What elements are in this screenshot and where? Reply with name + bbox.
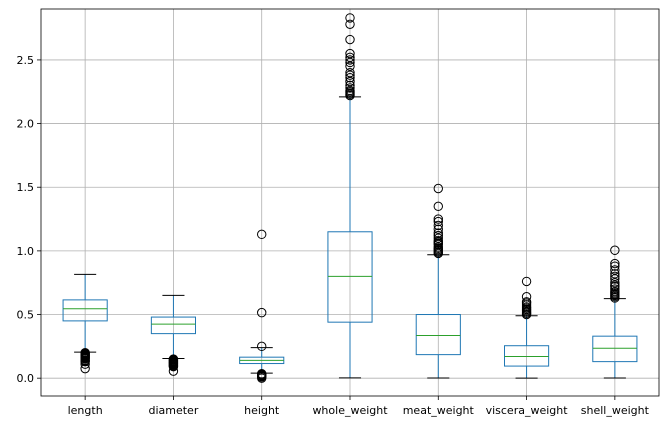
outlier-point	[610, 286, 620, 297]
x-tick-label: length	[68, 404, 103, 417]
outlier-point	[345, 70, 355, 80]
outlier-point	[345, 13, 355, 23]
outlier-point	[521, 292, 532, 302]
outlier-point	[433, 242, 443, 252]
iqr-box	[62, 299, 108, 322]
outlier-point	[433, 201, 443, 212]
x-tick-label: viscera_weight	[486, 404, 569, 417]
iqr-box	[327, 231, 373, 323]
axes-layer: 0.0 0.5 1.0 1.5 2.0 2.5 length diameter height wh…	[17, 8, 660, 417]
outlier-point	[345, 73, 355, 83]
box-height	[239, 229, 285, 383]
x-tick-label: meat_weight	[403, 404, 475, 417]
outlier-point	[345, 85, 355, 96]
outlier-point	[257, 229, 267, 240]
box-whole-weight	[327, 13, 373, 379]
outlier-point	[433, 233, 443, 243]
x-tick-label: shell_weight	[581, 404, 650, 417]
outlier-point	[345, 57, 355, 68]
iqr-box	[415, 314, 461, 356]
outlier-point	[257, 307, 267, 318]
outlier-point	[345, 19, 355, 29]
outlier-point	[345, 76, 355, 87]
outlier-point	[610, 271, 620, 282]
outlier-point	[345, 55, 355, 65]
outlier-point	[345, 61, 355, 71]
outlier-point	[80, 348, 90, 358]
iqr-box	[150, 316, 197, 335]
outlier-point	[610, 284, 620, 294]
outlier-point	[433, 228, 443, 238]
box-shell-weight	[592, 245, 638, 379]
outlier-point	[345, 83, 355, 93]
x-tick-label: height	[244, 404, 280, 417]
outlier-point	[610, 280, 620, 290]
outlier-point	[345, 80, 355, 91]
outlier-point	[610, 261, 620, 271]
outlier-point	[168, 354, 179, 364]
outlier-point	[521, 276, 532, 287]
outlier-point	[610, 258, 620, 269]
y-tick-label: 2.0	[17, 118, 35, 131]
outlier-point	[257, 341, 267, 352]
outlier-point	[433, 214, 443, 224]
y-tick-label: 0.0	[17, 372, 35, 385]
box-length	[62, 273, 108, 374]
y-tick-label: 1.5	[17, 181, 35, 194]
outlier-point	[610, 274, 620, 284]
outlier-point	[610, 269, 620, 279]
box-meat-weight	[415, 183, 461, 379]
outlier-point	[433, 235, 443, 246]
box-layer	[62, 13, 638, 383]
outlier-point	[610, 265, 620, 275]
outlier-point	[610, 245, 620, 255]
outlier-point	[345, 34, 355, 45]
outlier-point	[345, 48, 355, 59]
outlier-point	[433, 216, 443, 227]
outlier-point	[257, 369, 267, 379]
outlier-point	[433, 220, 443, 231]
axes-frame	[40, 8, 660, 397]
box-viscera-weight	[504, 276, 550, 379]
y-tick-label: 2.5	[17, 54, 35, 67]
outlier-point	[610, 278, 620, 288]
y-tick-label: 1.0	[17, 245, 35, 258]
outlier-point	[433, 230, 443, 241]
x-tick-label: whole_weight	[312, 404, 388, 417]
box-diameter	[150, 294, 197, 376]
outlier-point	[345, 52, 355, 63]
iqr-box	[592, 335, 638, 363]
outlier-point	[521, 297, 532, 307]
x-tick-label: diameter	[148, 404, 198, 417]
y-tick-label: 0.5	[17, 309, 35, 322]
outlier-point	[345, 67, 355, 78]
outlier-point	[433, 183, 443, 194]
outlier-point	[433, 224, 443, 234]
iqr-box	[504, 345, 550, 367]
